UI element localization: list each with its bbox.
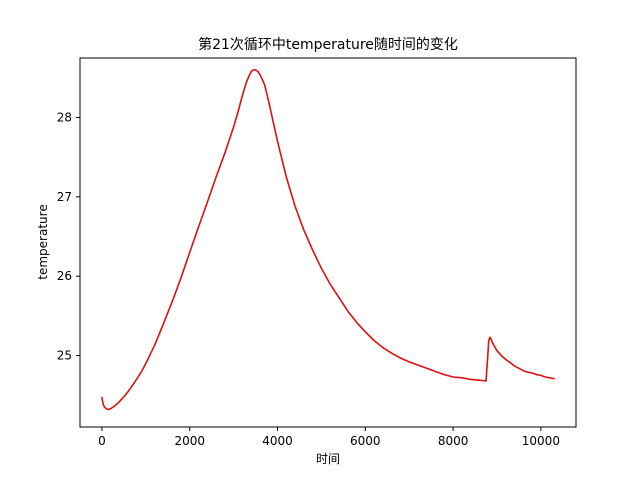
plot-area <box>79 57 577 428</box>
y-axis: 25 26 27 28 <box>57 111 80 363</box>
y-tick-label: 25 <box>57 349 72 363</box>
x-tick-label: 0 <box>98 434 106 448</box>
series-layer <box>101 69 555 411</box>
x-tick-label: 8000 <box>438 434 469 448</box>
x-tick-label: 4000 <box>262 434 293 448</box>
y-tick-label: 28 <box>57 111 72 125</box>
temperature-series-line <box>101 69 555 411</box>
y-axis-label: temperature <box>36 204 50 279</box>
x-axis: 0 2000 4000 6000 8000 10000 <box>98 427 560 448</box>
x-tick-label: 10000 <box>522 434 560 448</box>
x-tick-label: 2000 <box>174 434 205 448</box>
x-axis-label: 时间 <box>316 452 340 466</box>
y-tick-label: 27 <box>57 190 72 204</box>
y-tick-label: 26 <box>57 269 72 283</box>
axes-frame <box>79 57 577 428</box>
chart-title: 第21次循环中temperature随时间的变化 <box>198 36 458 53</box>
x-tick-label: 6000 <box>350 434 381 448</box>
